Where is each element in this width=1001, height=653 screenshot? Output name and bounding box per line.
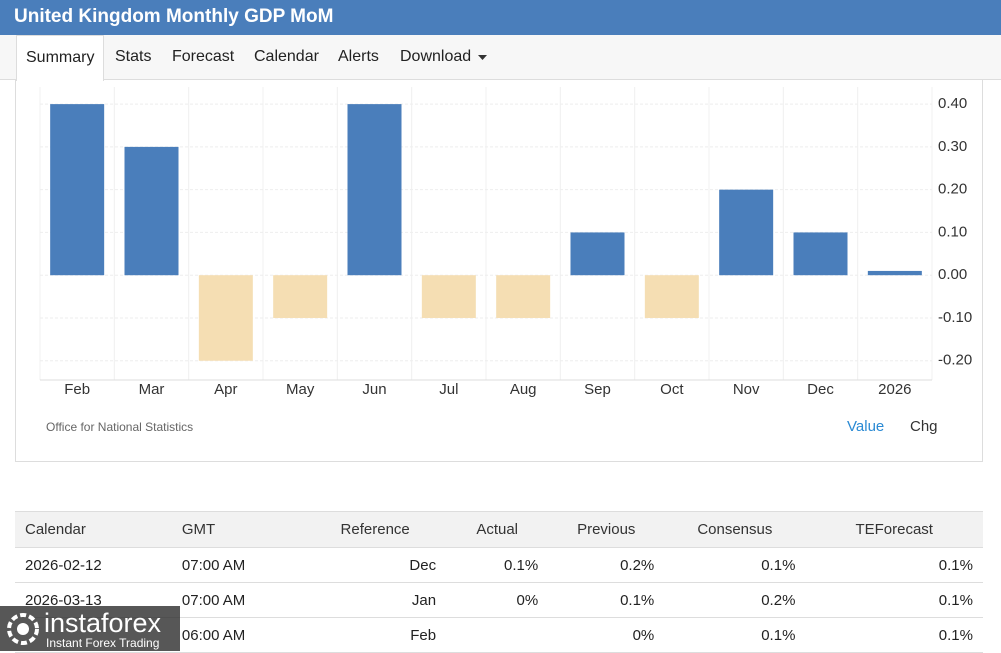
- x-tick-label: Jul: [439, 381, 458, 398]
- table-cell: 0.2%: [664, 583, 805, 618]
- table-cell: 0.1%: [664, 548, 805, 583]
- column-header: Calendar: [15, 512, 172, 548]
- x-tick-label: 2026: [878, 381, 911, 398]
- x-tick-label: Mar: [139, 381, 165, 398]
- x-tick-label: Sep: [584, 381, 611, 398]
- y-tick-label: 0.40: [938, 95, 967, 112]
- tab[interactable]: Summary: [16, 35, 104, 81]
- bar: [348, 104, 402, 275]
- column-header: GMT: [172, 512, 304, 548]
- watermark-tagline: Instant Forex Trading: [46, 636, 159, 650]
- bar: [125, 147, 179, 275]
- source: Office for National Statistics: [46, 420, 193, 434]
- x-tick-label: Aug: [510, 381, 537, 398]
- y-tick-label: -0.20: [938, 352, 972, 369]
- x-tick-label: May: [286, 381, 315, 398]
- table-cell: 06:00 AM: [172, 618, 304, 653]
- tab[interactable]: Forecast: [172, 35, 234, 80]
- y-tick-label: 0.10: [938, 223, 967, 240]
- toggle[interactable]: Value: [847, 418, 884, 435]
- table-cell: 0.1%: [446, 548, 548, 583]
- bar: [422, 275, 476, 318]
- table-cell: 0%: [446, 583, 548, 618]
- x-tick-label: Oct: [660, 381, 684, 398]
- page-title: United Kingdom Monthly GDP MoM: [0, 0, 1001, 35]
- column-header: Previous: [548, 512, 664, 548]
- table-cell: 0.1%: [548, 583, 664, 618]
- y-tick-label: 0.30: [938, 138, 967, 155]
- tab-bar: Summary Stats Forecast Calendar Alerts D…: [0, 35, 1001, 80]
- table-cell: Jan: [304, 583, 446, 618]
- x-tick-label: Dec: [807, 381, 834, 398]
- column-header: Actual: [446, 512, 548, 548]
- x-tick-label: Jun: [362, 381, 386, 398]
- y-tick-label: 0.20: [938, 181, 967, 198]
- table-cell: 0.2%: [548, 548, 664, 583]
- bar: [794, 232, 848, 275]
- bar: [868, 271, 922, 275]
- tab[interactable]: Calendar: [254, 35, 319, 80]
- header-row: CalendarGMTReferenceActualPreviousConsen…: [15, 512, 983, 548]
- x-tick-label: Feb: [64, 381, 90, 398]
- y-tick-label: -0.10: [938, 309, 972, 326]
- bar: [645, 275, 699, 318]
- table-cell: 2026-02-12: [15, 548, 172, 583]
- column-header: TEForecast: [805, 512, 983, 548]
- column-header: Consensus: [664, 512, 805, 548]
- bar: [50, 104, 104, 275]
- watermark: instaforex Instant Forex Trading: [0, 606, 180, 651]
- table-cell: 07:00 AM: [172, 548, 304, 583]
- watermark-logo: [6, 612, 40, 646]
- tab[interactable]: Stats: [115, 35, 151, 80]
- y-tick-label: 0.00: [938, 266, 967, 283]
- bar: [719, 190, 773, 276]
- table-cell: [446, 618, 548, 653]
- toggle[interactable]: Chg: [910, 418, 938, 435]
- x-tick-label: Nov: [733, 381, 760, 398]
- bar: [571, 232, 625, 275]
- table-cell: Dec: [304, 548, 446, 583]
- bar: [199, 275, 253, 361]
- column-header: Reference: [304, 512, 446, 548]
- dropdown-caret: [478, 55, 487, 61]
- table-cell: 0.1%: [805, 583, 983, 618]
- chart: 0.40 0.30 0.20 0.10 0.00 -0.10 -0.20 Feb Mar Apr M…: [0, 80, 1001, 462]
- table-cell: 0%: [548, 618, 664, 653]
- bar: [496, 275, 550, 318]
- table-cell: Feb: [304, 618, 446, 653]
- table-cell: 0.1%: [805, 618, 983, 653]
- bar: [273, 275, 327, 318]
- table-cell: 0.1%: [664, 618, 805, 653]
- table-cell: 0.1%: [805, 548, 983, 583]
- table-row: 2026-02-1207:00 AMDec0.1%0.2%0.1%0.1%: [15, 548, 983, 583]
- watermark-brand: instaforex: [44, 608, 161, 639]
- x-tick-label: Apr: [214, 381, 237, 398]
- tab[interactable]: Alerts: [338, 35, 379, 80]
- table-cell: 07:00 AM: [172, 583, 304, 618]
- tab[interactable]: Download: [400, 35, 471, 80]
